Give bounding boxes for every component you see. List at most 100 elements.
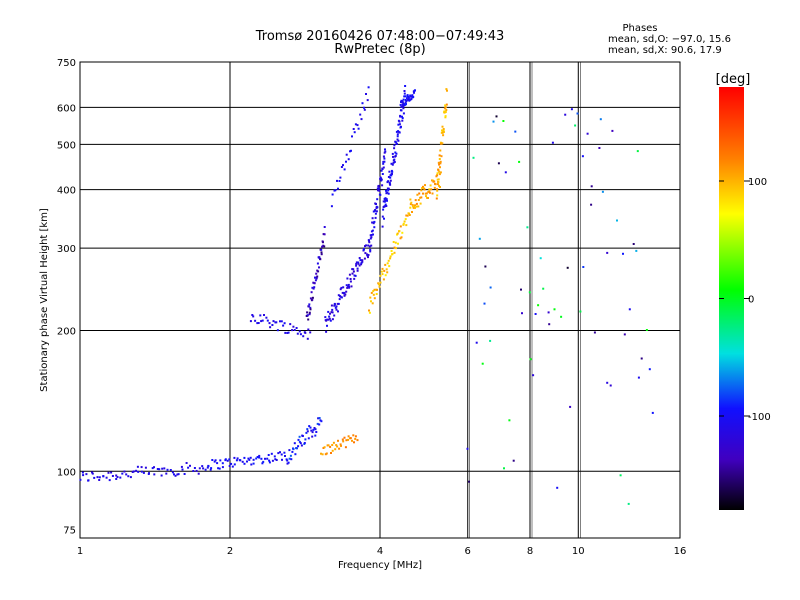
data-point bbox=[403, 90, 406, 92]
data-point bbox=[369, 237, 372, 240]
data-point bbox=[390, 250, 393, 252]
data-point bbox=[352, 268, 355, 271]
data-point bbox=[399, 115, 402, 118]
data-point bbox=[539, 257, 542, 260]
data-point bbox=[428, 188, 431, 191]
data-point bbox=[258, 456, 261, 459]
data-point bbox=[307, 437, 310, 440]
data-point bbox=[304, 331, 307, 334]
data-point bbox=[383, 157, 386, 160]
data-point bbox=[339, 443, 342, 446]
data-point bbox=[156, 468, 159, 470]
data-point bbox=[400, 125, 402, 128]
data-point bbox=[483, 302, 486, 305]
data-point bbox=[312, 287, 315, 290]
data-point bbox=[404, 99, 407, 101]
data-point bbox=[388, 170, 391, 173]
data-point bbox=[388, 181, 391, 184]
y-tick-label: 500 bbox=[57, 140, 76, 151]
data-point bbox=[364, 245, 366, 248]
data-point bbox=[313, 286, 316, 289]
data-point bbox=[268, 322, 271, 325]
data-point bbox=[358, 264, 361, 267]
data-point bbox=[383, 217, 385, 220]
data-point bbox=[127, 475, 130, 478]
data-point bbox=[417, 205, 420, 208]
data-point bbox=[277, 452, 280, 455]
data-point bbox=[436, 183, 439, 186]
data-point bbox=[285, 458, 288, 461]
data-point bbox=[389, 255, 392, 258]
data-point bbox=[352, 434, 355, 437]
data-point bbox=[274, 458, 277, 461]
data-point bbox=[354, 437, 357, 440]
data-point bbox=[419, 196, 422, 199]
data-point bbox=[331, 308, 334, 311]
data-point bbox=[254, 319, 257, 322]
data-point bbox=[329, 319, 332, 322]
data-point bbox=[362, 249, 365, 252]
data-point bbox=[125, 473, 128, 476]
data-point bbox=[377, 189, 379, 192]
data-point bbox=[520, 288, 522, 291]
data-point bbox=[569, 405, 572, 408]
data-point bbox=[417, 199, 420, 201]
data-point bbox=[383, 160, 386, 163]
data-point bbox=[628, 308, 631, 311]
data-point bbox=[385, 268, 388, 271]
plot-area: 1 2 4 6 8 10 16 75 100 200 300 400 500 600 750 bbox=[57, 58, 686, 557]
data-point bbox=[404, 218, 407, 221]
data-point bbox=[441, 129, 443, 132]
data-point bbox=[319, 258, 322, 261]
data-point bbox=[216, 462, 219, 465]
data-point bbox=[356, 439, 359, 442]
data-point bbox=[279, 451, 281, 454]
data-point bbox=[632, 243, 635, 245]
data-point bbox=[321, 245, 324, 248]
data-point bbox=[385, 205, 388, 207]
data-point bbox=[385, 198, 388, 201]
data-point bbox=[372, 222, 375, 225]
data-point bbox=[329, 312, 331, 315]
data-point bbox=[230, 462, 233, 465]
data-point bbox=[338, 180, 341, 182]
data-point bbox=[198, 467, 201, 470]
data-point bbox=[344, 293, 347, 296]
data-point bbox=[305, 431, 308, 434]
data-point bbox=[363, 257, 366, 260]
data-point bbox=[409, 98, 411, 101]
data-point bbox=[341, 438, 344, 441]
data-point bbox=[195, 469, 198, 472]
data-point bbox=[369, 296, 372, 299]
data-point bbox=[378, 189, 381, 192]
data-point bbox=[286, 332, 289, 334]
data-point bbox=[389, 183, 392, 186]
data-point bbox=[338, 298, 341, 301]
data-point bbox=[397, 123, 400, 126]
data-point bbox=[347, 435, 350, 438]
data-point bbox=[384, 274, 387, 277]
x-tick-label: 16 bbox=[674, 546, 687, 557]
y-axis-label: Stationary phase Virtual Height [km] bbox=[39, 208, 50, 392]
data-point bbox=[331, 449, 334, 452]
data-point bbox=[373, 288, 376, 291]
data-point bbox=[312, 428, 315, 431]
data-point bbox=[622, 252, 624, 255]
data-point bbox=[433, 186, 436, 189]
data-point bbox=[160, 474, 163, 477]
data-point bbox=[313, 282, 316, 285]
data-point bbox=[439, 166, 441, 169]
data-point bbox=[370, 244, 373, 247]
data-point bbox=[286, 459, 289, 462]
data-point bbox=[382, 166, 385, 169]
chart-subtitle: RwPretec (8p) bbox=[334, 42, 425, 57]
data-point bbox=[411, 94, 414, 97]
data-point bbox=[211, 459, 214, 461]
data-point bbox=[438, 170, 441, 173]
data-point bbox=[161, 467, 164, 470]
data-point bbox=[411, 204, 414, 207]
y-tick-label: 750 bbox=[57, 58, 76, 69]
data-point bbox=[514, 130, 517, 133]
data-point bbox=[414, 199, 417, 202]
data-point bbox=[273, 455, 276, 458]
